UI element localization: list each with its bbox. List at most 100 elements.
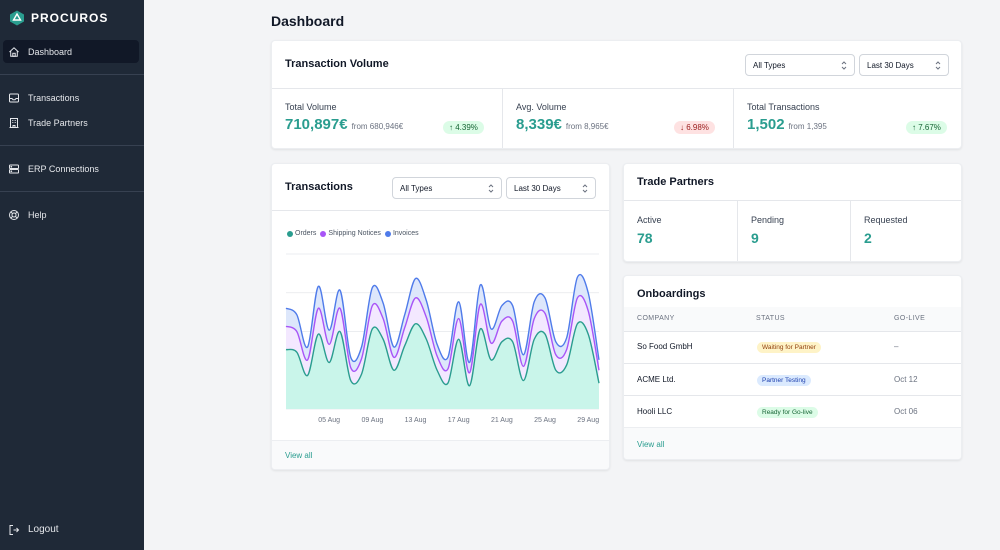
legend-dot (287, 230, 293, 237)
change-badge: ↑ 7.67% (906, 121, 947, 134)
logo[interactable]: PROCUROS (0, 0, 144, 36)
stat-value: 710,897€ from 680,946€ (285, 116, 403, 133)
chevron-updown-icon (841, 61, 847, 70)
legend-item-orders[interactable]: Orders (287, 230, 316, 237)
stat-value: 2 (864, 230, 872, 246)
x-tick-label: 09 Aug (361, 417, 383, 424)
change-value: 7.67% (918, 123, 941, 132)
stat-value: 1,502 from 1,395 (747, 116, 827, 133)
select-value: All Types (753, 60, 786, 70)
home-icon (9, 46, 19, 57)
view-all-link[interactable]: View all (637, 440, 665, 449)
column-header-status: STATUS (756, 315, 785, 322)
sidebar-item-label: Trade Partners (28, 117, 88, 128)
stat-total-volume: Total Volume 710,897€ from 680,946€ ↑ 4.3… (272, 88, 502, 148)
procuros-logo-icon (10, 10, 24, 26)
x-tick-label: 29 Aug (577, 417, 599, 424)
stat-number: 8,339€ (516, 116, 562, 133)
sidebar-item-trade-partners[interactable]: Trade Partners (3, 111, 139, 134)
stat-pending[interactable]: Pending 9 (738, 201, 850, 261)
sidebar-item-dashboard[interactable]: Dashboard (3, 40, 139, 63)
company-name: ACME Ltd. (637, 375, 676, 384)
status-badge: Partner Testing (757, 375, 811, 386)
divider (737, 201, 738, 261)
series-line-orders (285, 321, 600, 387)
stat-number: 710,897€ (285, 116, 348, 133)
stat-from: from 1,395 (788, 122, 827, 131)
sidebar-item-label: Dashboard (28, 46, 73, 57)
legend-item-invoices[interactable]: Invoices (384, 230, 419, 237)
select-value: Last 30 Days (867, 60, 914, 70)
go-live-date: Oct 06 (894, 407, 918, 416)
transactions-chart[interactable]: 05 Aug 09 Aug 13 Aug 17 Aug 21 Aug 25 Aug 29 A… (272, 244, 610, 429)
stat-from: from 680,946€ (351, 122, 404, 131)
sidebar-item-help[interactable]: Help (3, 203, 139, 226)
stat-number: 1,502 (747, 116, 785, 133)
change-badge: ↑ 4.39% (443, 121, 484, 134)
chevron-updown-icon (935, 61, 941, 70)
stat-requested[interactable]: Requested 2 (851, 201, 961, 261)
type-select[interactable]: All Types (745, 54, 855, 76)
series-line-shipping-notices (285, 294, 600, 374)
legend-item-shipping-notices[interactable]: Shipping Notices (320, 230, 381, 237)
chevron-updown-icon (488, 184, 494, 193)
card-title: Transaction Volume (285, 58, 389, 70)
sidebar-divider (0, 145, 144, 146)
view-all-link[interactable]: View all (285, 451, 313, 460)
logout-button[interactable]: Logout (3, 518, 139, 541)
chart-legend: Orders Shipping Notices Invoices (287, 230, 423, 237)
x-tick-label: 21 Aug (491, 417, 513, 424)
stat-from: from 8,965€ (565, 122, 609, 131)
lifebuoy-icon (9, 209, 19, 220)
divider (624, 395, 961, 396)
stat-active[interactable]: Active 78 (624, 201, 737, 261)
brand-name: PROCUROS (31, 11, 109, 25)
sidebar-item-transactions[interactable]: Transactions (3, 86, 139, 109)
type-select[interactable]: All Types (392, 177, 502, 199)
legend-label: Orders (295, 230, 317, 237)
stat-label: Avg. Volume (516, 102, 567, 112)
select-value: All Types (400, 183, 433, 193)
card-footer: View all (272, 440, 609, 469)
server-icon (9, 164, 19, 173)
company-name: Hooli LLC (637, 407, 673, 416)
stat-label: Active (637, 215, 662, 225)
transactions-card: Transactions All Types Last 30 Days Orde… (271, 163, 610, 470)
divider (624, 200, 961, 201)
divider (502, 88, 503, 148)
go-live-date: – (894, 342, 899, 351)
stat-value: 9 (751, 230, 759, 246)
table-row[interactable]: ACME Ltd. Partner Testing Oct 12 (624, 363, 961, 395)
x-tick-label: 05 Aug (318, 417, 340, 424)
building-icon (9, 117, 19, 128)
change-value: 6.98% (686, 123, 709, 132)
series-line-invoices (285, 273, 600, 364)
onboardings-card: Onboardings COMPANY STATUS GO-LIVE So Fo… (623, 275, 962, 460)
range-select[interactable]: Last 30 Days (506, 177, 596, 199)
table-row[interactable]: So Food GmbH Waiting for Partner – (624, 331, 961, 363)
sidebar: PROCUROS Dashboard Transactions Trade Pa… (0, 0, 144, 550)
card-title: Onboardings (637, 288, 706, 300)
sidebar-item-label: Transactions (28, 92, 80, 103)
table-row[interactable]: Hooli LLC Ready for Go-live Oct 06 (624, 395, 961, 427)
x-tick-label: 13 Aug (405, 417, 427, 424)
range-select[interactable]: Last 30 Days (859, 54, 949, 76)
sidebar-divider (0, 74, 144, 75)
table-header (624, 307, 961, 331)
stat-label: Requested (864, 215, 908, 225)
legend-dot (384, 230, 391, 237)
column-header-company: COMPANY (637, 315, 675, 322)
sidebar-item-label: Help (28, 209, 47, 220)
status-badge: Waiting for Partner (757, 342, 821, 353)
divider (624, 363, 961, 364)
go-live-date: Oct 12 (894, 375, 918, 384)
stat-total-transactions: Total Transactions 1,502 from 1,395 ↑ 7.6… (734, 88, 961, 148)
sidebar-divider (0, 191, 144, 192)
divider (850, 201, 851, 261)
page-title: Dashboard (271, 13, 345, 29)
column-header-go-live: GO-LIVE (894, 315, 926, 322)
sidebar-item-erp-connections[interactable]: ERP Connections (3, 157, 139, 180)
divider (624, 331, 961, 332)
stat-label: Total Volume (285, 102, 337, 112)
stat-avg-volume: Avg. Volume 8,339€ from 8,965€ ↓ 6.98% (503, 88, 733, 148)
